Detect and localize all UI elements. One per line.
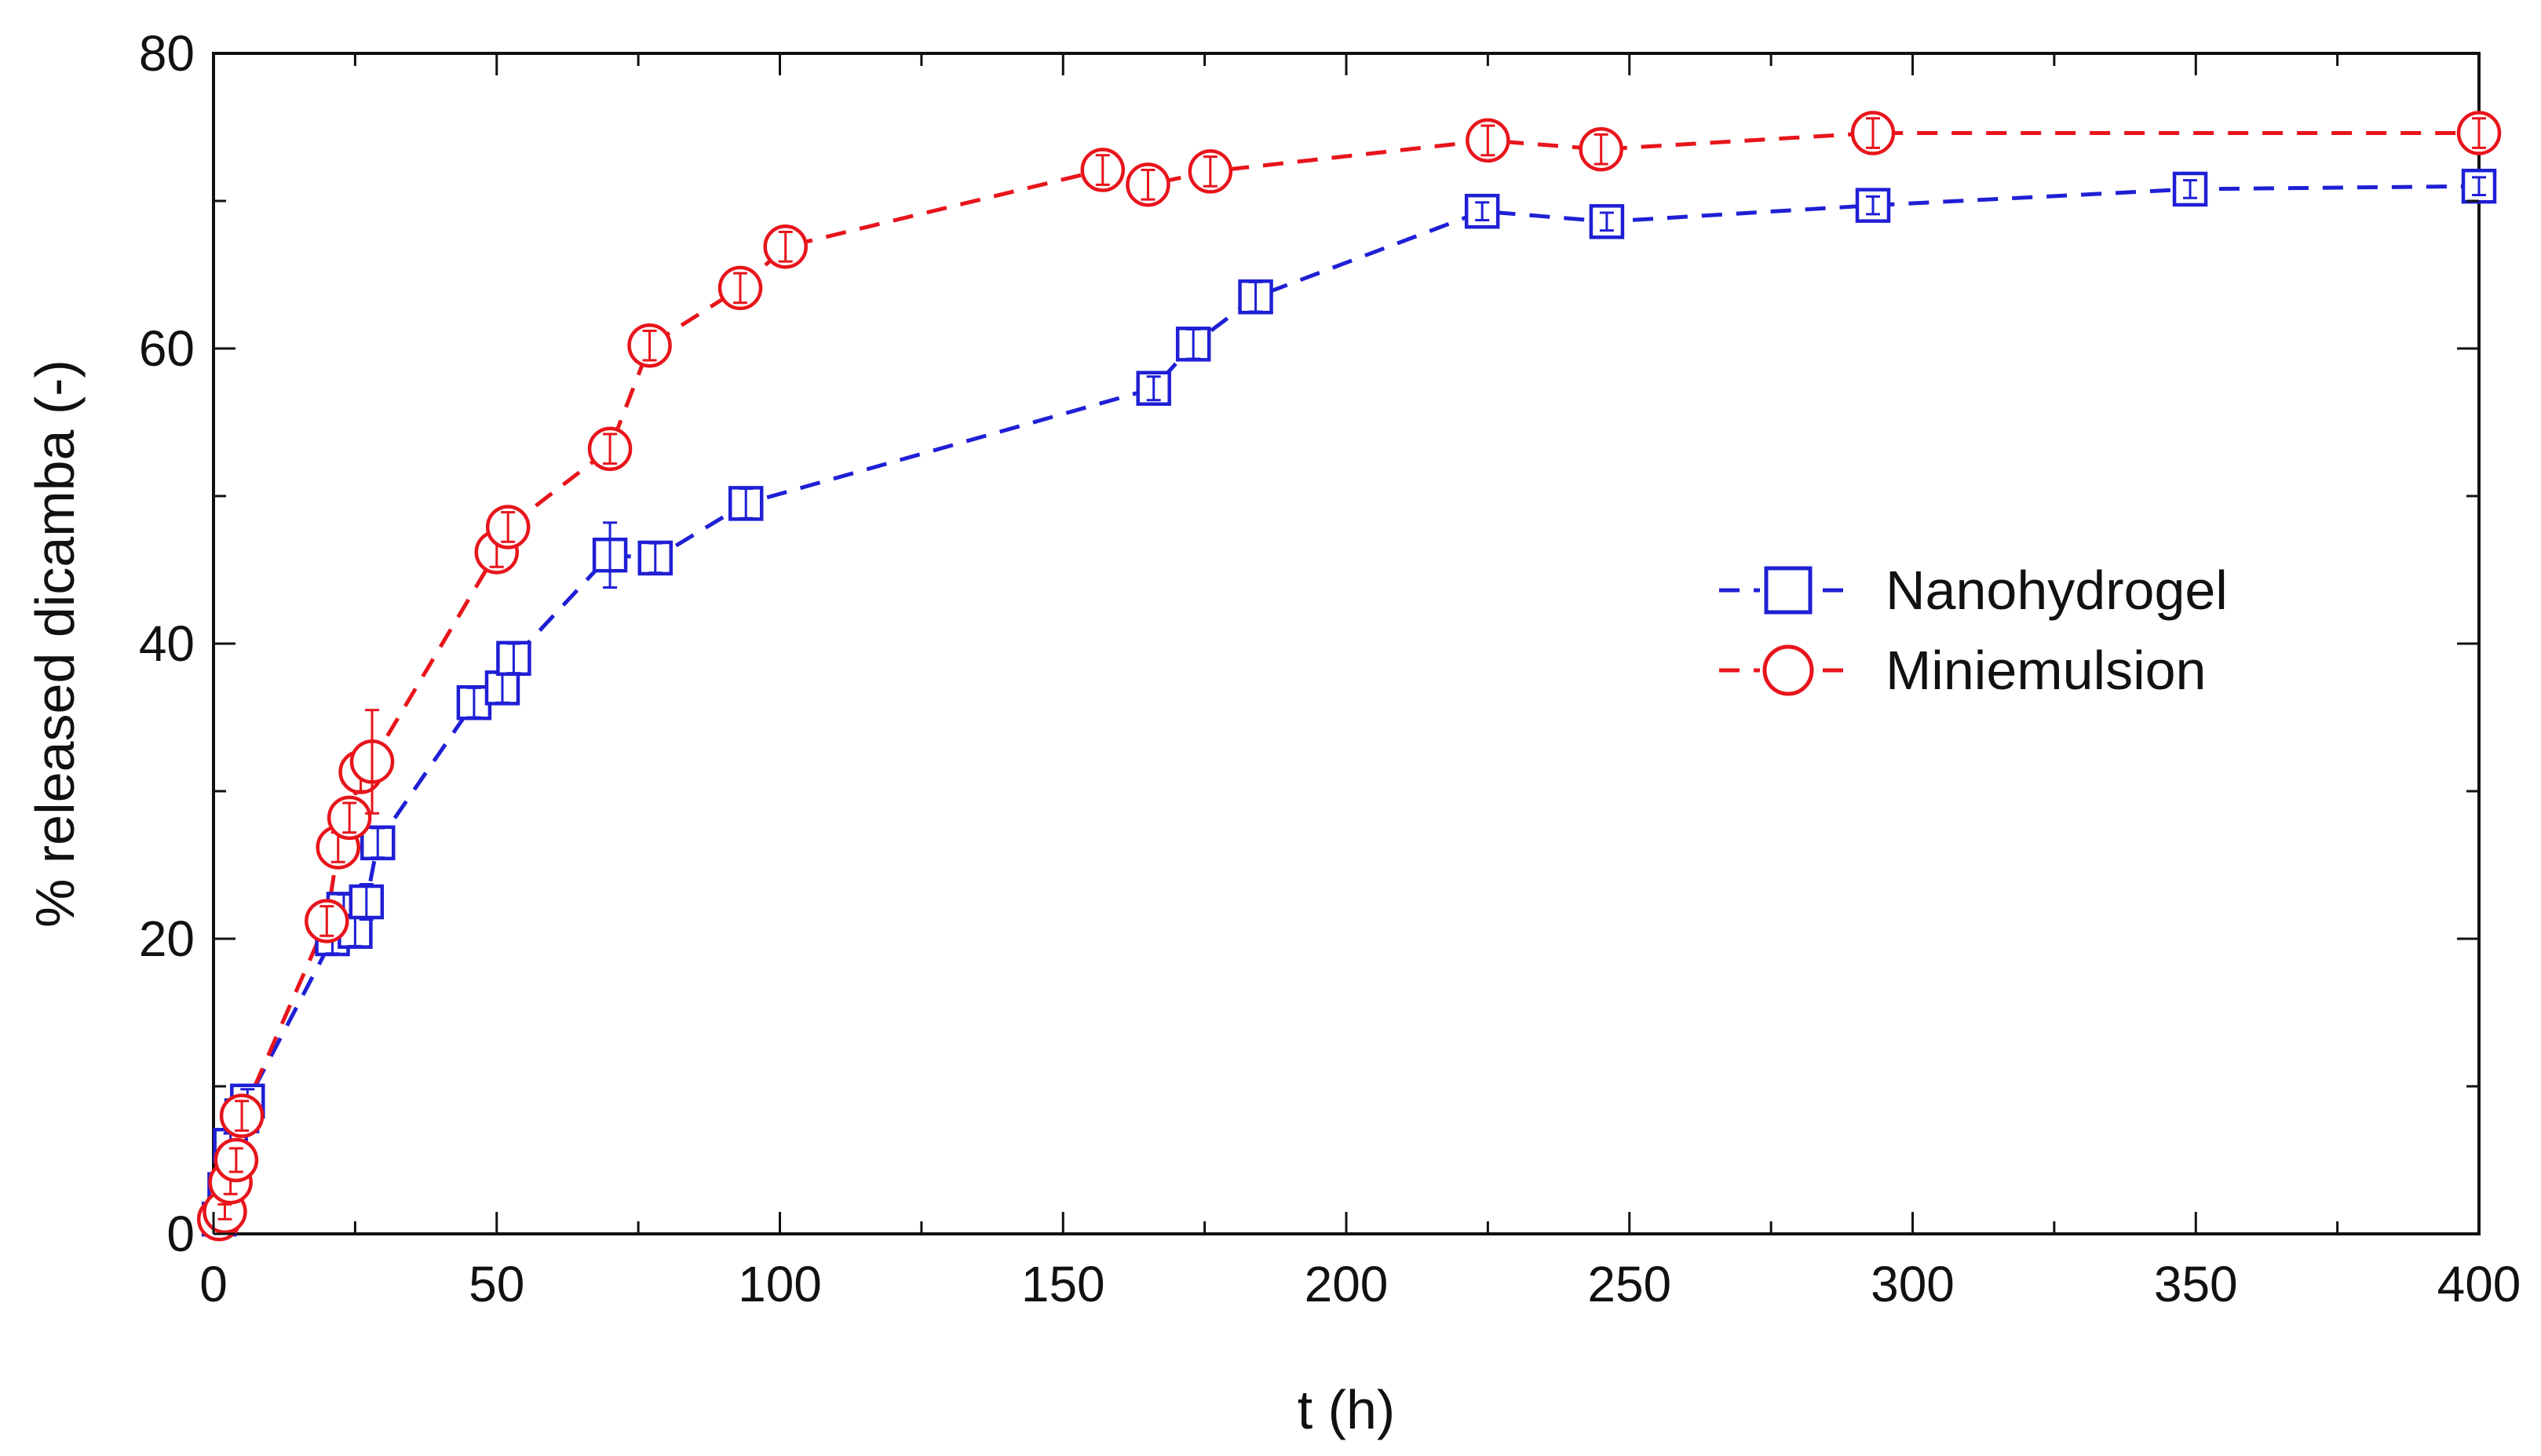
x-tick-label: 100 <box>738 1256 822 1312</box>
y-axis-title: % released dicamba (-) <box>24 359 86 928</box>
nanohydrogel-point <box>1240 281 1272 312</box>
x-axis-title: t (h) <box>1298 1379 1395 1440</box>
miniemulsion-point <box>221 1096 262 1137</box>
legend-item-nanohydrogel: Nanohydrogel <box>1719 560 2228 621</box>
nanohydrogel-point <box>2174 173 2206 205</box>
y-tick-label: 40 <box>139 615 195 672</box>
x-tick-label: 200 <box>1305 1256 1389 1312</box>
miniemulsion-point <box>1190 151 1231 192</box>
nanohydrogel-point <box>498 643 529 674</box>
miniemulsion-point <box>216 1140 257 1180</box>
x-tick-label: 0 <box>199 1256 228 1312</box>
miniemulsion-point <box>1082 150 1123 191</box>
y-tick-label: 0 <box>166 1206 195 1262</box>
y-tick-label: 80 <box>139 25 195 82</box>
x-tick-label: 250 <box>1587 1256 1671 1312</box>
nanohydrogel-point <box>2463 170 2495 202</box>
miniemulsion-point <box>630 325 670 366</box>
nanohydrogel-point <box>351 884 382 919</box>
nanohydrogel-point <box>640 542 671 574</box>
legend-item-miniemulsion: Miniemulsion <box>1719 640 2206 701</box>
nanohydrogel-point <box>487 672 518 703</box>
miniemulsion-point <box>487 506 528 547</box>
x-tick-label: 400 <box>2437 1256 2521 1312</box>
nanohydrogel-point <box>362 827 393 859</box>
y-tick-labels: 0 20 40 60 80 <box>139 25 195 1262</box>
y-tick-label: 20 <box>139 910 195 967</box>
chart: 0 50 100 150 200 250 300 350 400 0 20 40 60 80 t (h)… <box>0 0 2541 1456</box>
nanohydrogel-point <box>1138 373 1170 404</box>
nanohydrogel-point <box>1857 190 1889 221</box>
legend-label-nanohydrogel: Nanohydrogel <box>1886 560 2228 621</box>
miniemulsion-point <box>329 797 370 838</box>
miniemulsion-point <box>2459 113 2499 154</box>
nanohydrogel-point <box>730 487 761 519</box>
miniemulsion-point <box>1581 129 1622 170</box>
series-line-nanohydrogel <box>219 186 2479 1219</box>
x-tick-label: 50 <box>469 1256 524 1312</box>
x-tick-label: 350 <box>2154 1256 2238 1312</box>
y-tick-label: 60 <box>139 320 195 377</box>
nanohydrogel-point <box>1177 328 1209 359</box>
miniemulsion-point <box>1853 113 1893 154</box>
miniemulsion-point <box>720 268 761 308</box>
miniemulsion-point <box>765 226 806 267</box>
miniemulsion-point <box>1127 164 1168 205</box>
legend: Nanohydrogel Miniemulsion <box>1719 560 2228 701</box>
nanohydrogel-point <box>1466 195 1498 227</box>
miniemulsion-point <box>1467 120 1508 161</box>
legend-marker-miniemulsion <box>1765 647 1812 694</box>
x-tick-label: 150 <box>1021 1256 1105 1312</box>
miniemulsion-point <box>306 900 347 941</box>
miniemulsion-point <box>590 429 630 469</box>
nanohydrogel-point <box>594 523 626 588</box>
nanohydrogel-point <box>1591 206 1623 237</box>
legend-marker-nanohydrogel <box>1766 568 1810 612</box>
x-tick-label: 300 <box>1871 1256 1955 1312</box>
x-tick-labels: 0 50 100 150 200 250 300 350 400 <box>199 1256 2521 1312</box>
legend-label-miniemulsion: Miniemulsion <box>1886 640 2206 701</box>
